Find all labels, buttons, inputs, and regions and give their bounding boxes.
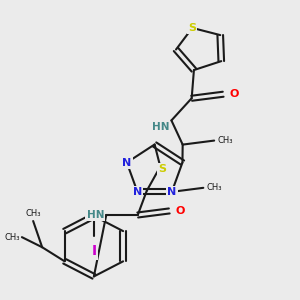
Text: N: N bbox=[133, 187, 142, 197]
Text: I: I bbox=[91, 244, 96, 258]
Text: N: N bbox=[122, 158, 131, 168]
Text: S: S bbox=[188, 23, 196, 33]
Text: N: N bbox=[167, 187, 176, 197]
Text: O: O bbox=[230, 89, 239, 99]
Text: S: S bbox=[158, 164, 166, 174]
Text: CH₃: CH₃ bbox=[207, 183, 222, 192]
Text: HN: HN bbox=[152, 122, 169, 132]
Text: CH₃: CH₃ bbox=[26, 209, 41, 218]
Text: HN: HN bbox=[86, 210, 104, 220]
Text: O: O bbox=[176, 206, 185, 216]
Text: CH₃: CH₃ bbox=[4, 233, 20, 242]
Text: CH₃: CH₃ bbox=[218, 136, 233, 145]
